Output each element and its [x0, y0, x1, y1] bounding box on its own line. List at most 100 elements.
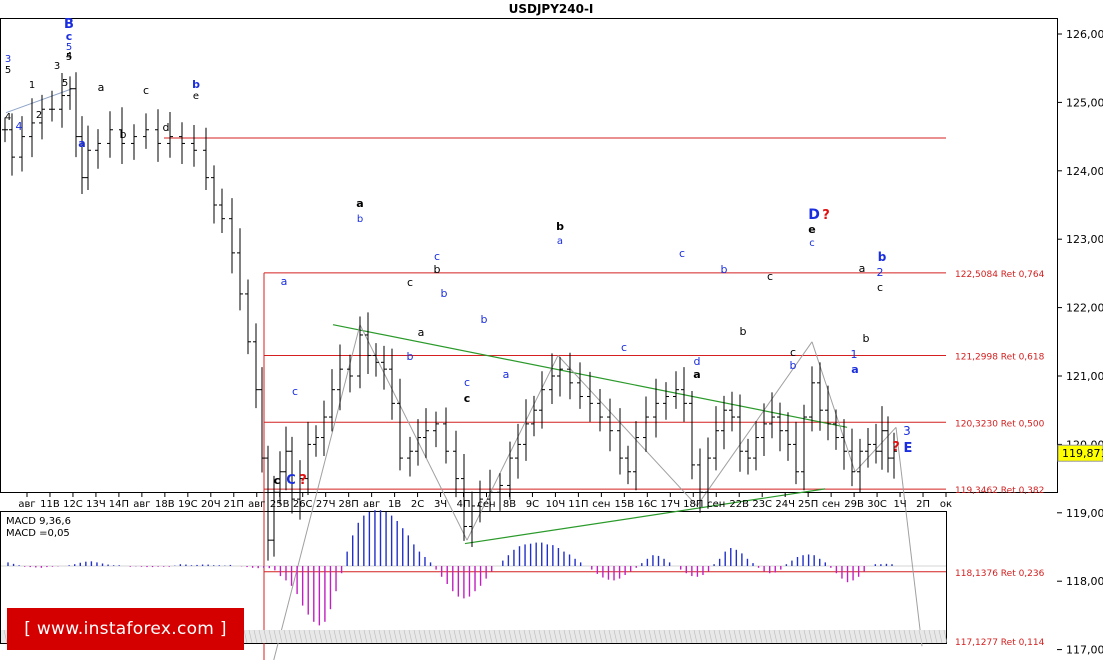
macd-label: MACD 9,36,6: [6, 516, 71, 527]
wave-label: c: [274, 474, 281, 487]
wave-label: b: [434, 263, 441, 276]
x-tick-label: сен: [707, 499, 725, 510]
macd-band-stripe: [303, 629, 308, 644]
wave-label: d: [694, 355, 701, 368]
macd-band-stripe: [263, 629, 268, 644]
macd-band-stripe: [713, 629, 718, 644]
wave-label: ?: [822, 208, 830, 223]
macd-band-stripe: [583, 629, 588, 644]
wave-label: b: [441, 287, 448, 300]
x-tick-label: 9С: [526, 499, 539, 510]
wave-label: 3: [54, 61, 60, 72]
macd-band-stripe: [388, 629, 393, 644]
macd-band-stripe: [893, 629, 898, 644]
x-tick-label: 8В: [503, 499, 516, 510]
wave-label: c: [434, 250, 440, 263]
wave-path-segment: [696, 341, 813, 507]
wave-label: c: [679, 247, 685, 260]
y-tick-label: 121,000: [1066, 370, 1103, 383]
macd-band-stripe: [943, 629, 948, 644]
wave-label: 3: [5, 54, 11, 65]
macd-band-stripe: [728, 629, 733, 644]
x-tick-label: 1В: [388, 499, 401, 510]
wave-label: a: [418, 326, 425, 339]
macd-band-stripe: [3, 629, 8, 644]
macd-band-stripe: [328, 629, 333, 644]
retracement-label: 121,2998 Ret 0,618: [955, 352, 1045, 362]
macd-band-stripe: [463, 629, 468, 644]
x-tick-label: 12С: [63, 499, 83, 510]
wave-label: a: [557, 236, 563, 247]
x-tick-label: 20Ч: [201, 499, 221, 510]
macd-band-stripe: [908, 629, 913, 644]
macd-band-stripe: [823, 629, 828, 644]
wave-path-segment: [557, 355, 698, 507]
x-tick-label: 14П: [109, 499, 129, 510]
macd-band-stripe: [398, 629, 403, 644]
x-tick-label: авг: [18, 499, 35, 510]
wave-label: a: [281, 275, 288, 288]
x-tick-label: 22В: [729, 499, 749, 510]
x-tick-label: 29В: [844, 499, 864, 510]
macd-band-stripe: [293, 629, 298, 644]
x-tick-label: авг: [248, 499, 265, 510]
macd-band-stripe: [788, 629, 793, 644]
wave-label: ?: [892, 440, 900, 455]
x-tick-label: 2С: [411, 499, 424, 510]
macd-band-stripe: [673, 629, 678, 644]
macd-band-stripe: [883, 629, 888, 644]
macd-band-stripe: [523, 629, 528, 644]
x-tick-label: 24Ч: [775, 499, 795, 510]
macd-band-stripe: [498, 629, 503, 644]
macd-band-stripe: [648, 629, 653, 644]
macd-band-stripe: [478, 629, 483, 644]
macd-band-stripe: [443, 629, 448, 644]
x-tick-label: 13Ч: [86, 499, 106, 510]
instaforex-watermark: [ www.instaforex.com ]: [7, 608, 244, 650]
macd-band-stripe: [268, 629, 273, 644]
wave-path-segment: [811, 341, 856, 472]
macd-band-stripe: [923, 629, 928, 644]
x-tick-label: сен: [592, 499, 610, 510]
macd-band-stripe: [288, 629, 293, 644]
x-tick-label: 17Ч: [661, 499, 681, 510]
macd-band-stripe: [718, 629, 723, 644]
macd-band-stripe: [408, 629, 413, 644]
macd-band-stripe: [813, 629, 818, 644]
y-tick-label: 126,000: [1066, 28, 1103, 41]
wave-label: c: [66, 30, 73, 43]
macd-band-stripe: [873, 629, 878, 644]
macd-band-stripe: [653, 629, 658, 644]
macd-band-stripe: [703, 629, 708, 644]
macd-band-stripe: [488, 629, 493, 644]
macd-band-stripe: [628, 629, 633, 644]
macd-band-stripe: [298, 629, 303, 644]
y-tick-label: 117,000: [1066, 644, 1103, 657]
wave-label: b: [192, 78, 200, 91]
y-tick-label: 123,000: [1066, 233, 1103, 246]
wave-label: c: [407, 276, 413, 289]
macd-band-stripe: [363, 629, 368, 644]
x-tick-label: 21П: [224, 499, 244, 510]
macd-band-stripe: [338, 629, 343, 644]
x-tick-label: 11П: [568, 499, 588, 510]
wave-label: e: [193, 91, 199, 102]
x-tick-label: 18В: [155, 499, 175, 510]
wave-label: c: [767, 270, 773, 283]
wave-label: a: [98, 81, 105, 94]
y-tick-label: 119,000: [1066, 507, 1103, 520]
macd-band-stripe: [693, 629, 698, 644]
wave-label: d: [163, 121, 170, 134]
macd-band-stripe: [808, 629, 813, 644]
x-tick-label: 1Ч: [893, 499, 906, 510]
macd-band-stripe: [308, 629, 313, 644]
macd-band-stripe: [763, 629, 768, 644]
macd-band-stripe: [433, 629, 438, 644]
wave-label: c: [877, 281, 883, 294]
macd-band-stripe: [393, 629, 398, 644]
macd-band-stripe: [368, 629, 373, 644]
wave-label: 4: [66, 51, 72, 62]
wave-label: 1: [29, 80, 35, 91]
macd-band-stripe: [683, 629, 688, 644]
